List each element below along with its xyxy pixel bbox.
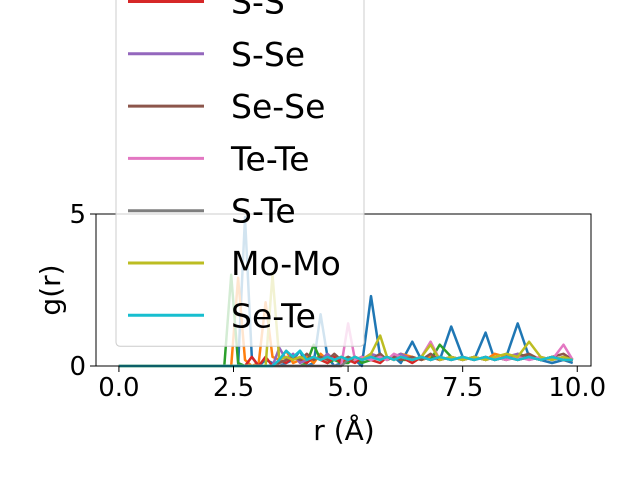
legend-label: Se-Se xyxy=(231,87,325,126)
x-tick-label: 10.0 xyxy=(548,373,606,403)
y-axis-label: g(r) xyxy=(34,264,67,315)
x-axis-label: r (Å) xyxy=(313,413,374,447)
y-tick-label: 5 xyxy=(69,200,86,230)
x-tick-label: 2.5 xyxy=(213,373,254,403)
x-tick-label: 7.5 xyxy=(442,373,483,403)
legend-label: S-Te xyxy=(231,192,296,231)
x-tick-label: 0.0 xyxy=(98,373,139,403)
legend: S-S S-Se Se-Se Te-Te S-Te Mo-Mo Se-Te xyxy=(115,0,365,347)
legend-label: Se-Te xyxy=(231,296,316,335)
y-tick-label: 0 xyxy=(69,352,86,382)
legend-box xyxy=(115,0,365,347)
legend-label: S-S xyxy=(231,0,285,22)
axis-ticks: 0.0 2.5 5.0 7.5 10.0 0 5 xyxy=(69,200,606,403)
x-tick-label: 5.0 xyxy=(327,373,368,403)
legend-label: Te-Te xyxy=(230,139,310,178)
legend-label: Mo-Mo xyxy=(231,244,341,283)
legend-label: S-Se xyxy=(231,35,305,74)
